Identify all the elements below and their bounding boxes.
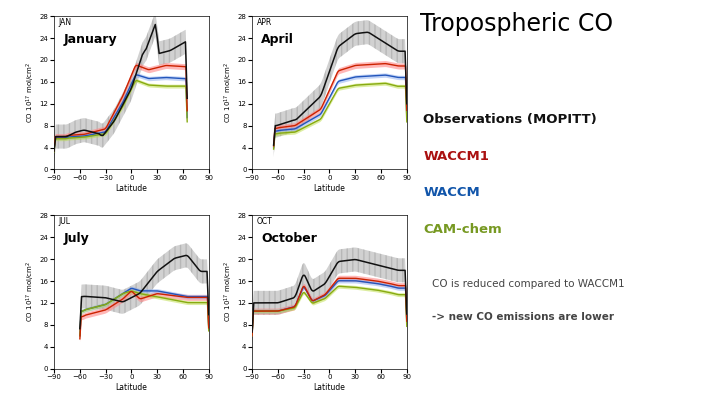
Y-axis label: CO 10$^{17}$ mol/cm$^2$: CO 10$^{17}$ mol/cm$^2$: [24, 262, 37, 322]
Text: WACCM: WACCM: [423, 186, 480, 199]
Text: JUL: JUL: [58, 217, 71, 226]
X-axis label: Latitude: Latitude: [115, 383, 148, 392]
Text: -> new CO emissions are lower: -> new CO emissions are lower: [432, 312, 614, 322]
Text: October: October: [261, 232, 318, 245]
X-axis label: Latitude: Latitude: [115, 184, 148, 193]
Text: CO is reduced compared to WACCM1: CO is reduced compared to WACCM1: [432, 279, 625, 290]
Y-axis label: CO 10$^{17}$ mol/cm$^2$: CO 10$^{17}$ mol/cm$^2$: [222, 62, 235, 123]
Text: APR: APR: [257, 18, 272, 27]
Text: January: January: [63, 33, 117, 46]
Text: JAN: JAN: [58, 18, 72, 27]
Text: CAM-chem: CAM-chem: [423, 223, 502, 236]
Text: July: July: [63, 232, 89, 245]
Text: OCT: OCT: [257, 217, 272, 226]
Text: Observations (MOPITT): Observations (MOPITT): [423, 113, 597, 126]
Text: WACCM1: WACCM1: [423, 150, 489, 163]
X-axis label: Latitude: Latitude: [313, 383, 346, 392]
X-axis label: Latitude: Latitude: [313, 184, 346, 193]
Y-axis label: CO 10$^{17}$ mol/cm$^2$: CO 10$^{17}$ mol/cm$^2$: [222, 262, 235, 322]
Text: April: April: [261, 33, 294, 46]
Text: Tropospheric CO: Tropospheric CO: [420, 12, 613, 36]
Y-axis label: CO 10$^{17}$ mol/cm$^2$: CO 10$^{17}$ mol/cm$^2$: [24, 62, 37, 123]
